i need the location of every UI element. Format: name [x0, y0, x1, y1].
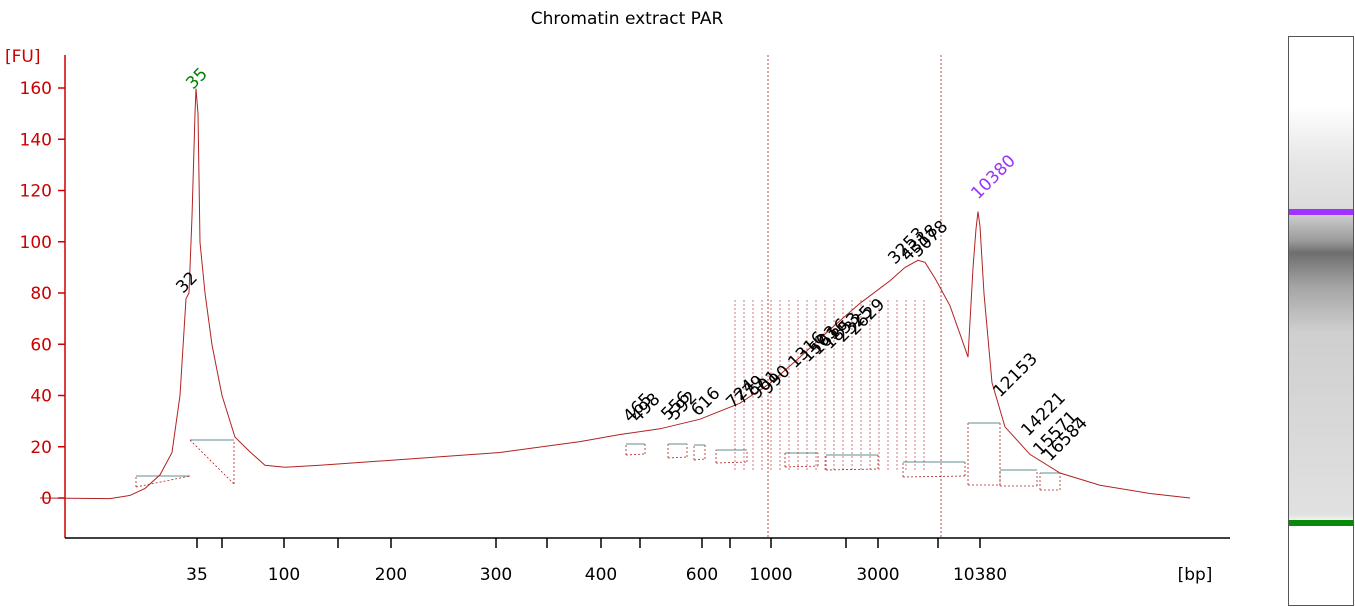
y-tick-label: 140 — [20, 130, 52, 150]
electropherogram-trace — [39, 88, 1191, 500]
y-axis-label: [FU] — [5, 47, 41, 67]
x-tick-label: 300 — [480, 565, 512, 585]
peak-floor — [902, 475, 966, 478]
y-tick-label: 20 — [30, 438, 52, 458]
peak-floor — [625, 453, 646, 456]
peak-labels: 3235465498556592616724779901990131615031… — [172, 64, 1091, 465]
peak-floor — [135, 475, 191, 488]
peak-floor — [667, 456, 688, 459]
gel-lane — [1288, 36, 1354, 606]
peak-label: 616 — [687, 383, 724, 420]
y-tick-label: 40 — [30, 387, 52, 407]
y-tick-label: 100 — [20, 233, 52, 253]
peak-floor — [693, 458, 706, 461]
x-tick-label: 400 — [585, 565, 617, 585]
peak-label: 35 — [182, 64, 211, 93]
y-tick-label: 60 — [30, 335, 52, 355]
x-tick-label: 10380 — [953, 565, 1007, 585]
x-axis: 35 100 200 300 400 600 1000 3000 10380 [bp] — [65, 537, 1230, 585]
peak-floor — [784, 465, 819, 468]
x-tick-label: 200 — [375, 565, 407, 585]
lower-marker-band — [1289, 520, 1353, 526]
peak-label: 12153 — [989, 349, 1041, 401]
electropherogram-chart: Chromatin extract PAR [FU] 0 20 40 60 80 100 1… — [5, 9, 1230, 585]
y-tick-label: 120 — [20, 182, 52, 202]
y-tick-label: 160 — [20, 79, 52, 99]
x-tick-label: 100 — [268, 565, 300, 585]
x-tick-label: 3000 — [856, 565, 899, 585]
peak-windows — [135, 300, 1061, 491]
peak-label: 32 — [172, 268, 201, 297]
y-tick-label: 0 — [41, 489, 52, 509]
x-tick-label: 600 — [686, 565, 718, 585]
x-tick-label: 35 — [186, 565, 208, 585]
y-axis: [FU] 0 20 40 60 80 100 120 140 160 — [5, 47, 66, 538]
gel-background — [1289, 37, 1353, 605]
region-dividers — [767, 55, 942, 538]
peak-floor — [715, 461, 748, 464]
y-tick-label: 80 — [30, 284, 52, 304]
peak-floor — [825, 468, 879, 471]
peak-label: 10380 — [967, 151, 1019, 203]
peak-floor — [189, 439, 235, 485]
x-axis-label: [bp] — [1178, 565, 1213, 585]
chart-title: Chromatin extract PAR — [531, 9, 724, 29]
x-tick-label: 1000 — [749, 565, 792, 585]
upper-marker-band — [1289, 209, 1353, 215]
